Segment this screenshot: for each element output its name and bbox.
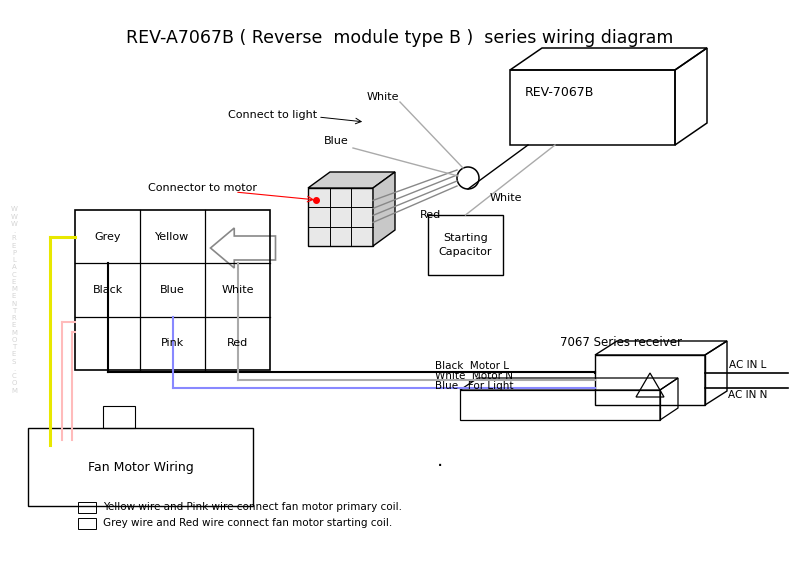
Circle shape xyxy=(457,167,479,189)
Text: Yellow wire and Pink wire connect fan motor primary coil.: Yellow wire and Pink wire connect fan mo… xyxy=(103,502,402,512)
Text: White: White xyxy=(366,92,399,102)
Text: Blue   For Light: Blue For Light xyxy=(435,381,514,391)
Text: Red: Red xyxy=(420,210,442,220)
Text: White  Motor N: White Motor N xyxy=(435,371,513,381)
Polygon shape xyxy=(308,172,395,188)
Text: Blue: Blue xyxy=(324,136,348,146)
Polygon shape xyxy=(373,172,395,246)
Text: Connector to motor: Connector to motor xyxy=(148,183,257,193)
Text: Black  Motor L: Black Motor L xyxy=(435,361,509,371)
Polygon shape xyxy=(308,188,373,246)
Text: Capacitor: Capacitor xyxy=(438,247,492,257)
Text: REV-A7067B ( Reverse  module type B )  series wiring diagram: REV-A7067B ( Reverse module type B ) ser… xyxy=(126,29,674,47)
Text: REV-7067B: REV-7067B xyxy=(525,85,594,98)
Text: White: White xyxy=(222,285,254,295)
Text: Fan Motor Wiring: Fan Motor Wiring xyxy=(88,460,194,473)
Text: AC IN L: AC IN L xyxy=(730,359,766,370)
Text: Connect to light: Connect to light xyxy=(228,110,317,120)
Text: Black: Black xyxy=(92,285,122,295)
Text: .: . xyxy=(437,450,443,470)
Text: Red: Red xyxy=(227,338,248,349)
Text: 7067 Series receiver: 7067 Series receiver xyxy=(560,336,682,349)
Text: White: White xyxy=(490,193,522,203)
Text: Pink: Pink xyxy=(161,338,184,349)
Text: Blue: Blue xyxy=(160,285,185,295)
Text: Grey: Grey xyxy=(94,232,121,242)
Text: AC IN N: AC IN N xyxy=(728,390,768,401)
Text: Yellow: Yellow xyxy=(155,232,190,242)
Text: W
W
W
.
R
E
P
L
A
C
E
M
E
N
T
R
E
M
O
T
E
S
.
C
O
M: W W W . R E P L A C E M E N T R E M O T … xyxy=(10,206,18,394)
Polygon shape xyxy=(210,228,275,268)
Text: Grey wire and Red wire connect fan motor starting coil.: Grey wire and Red wire connect fan motor… xyxy=(103,519,392,528)
Text: Starting: Starting xyxy=(443,233,488,243)
